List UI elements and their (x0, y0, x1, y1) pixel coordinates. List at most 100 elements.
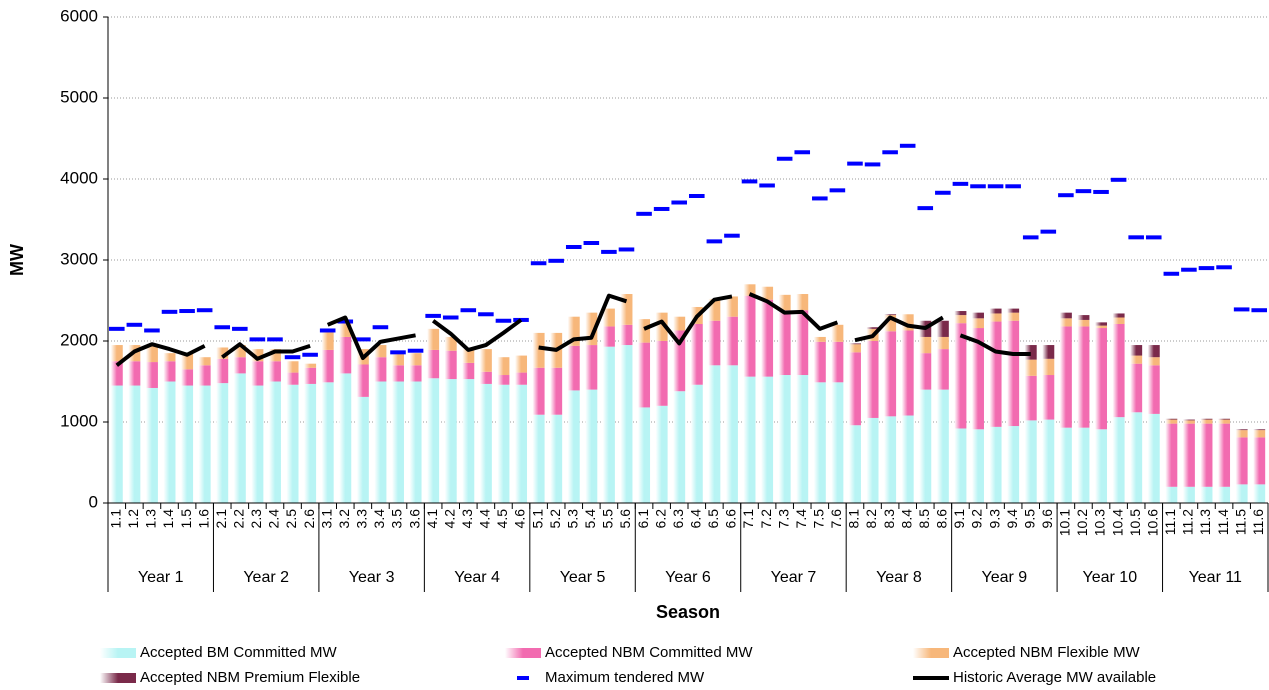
legend-label: Maximum tendered MW (545, 669, 705, 686)
bar-segment (444, 350, 457, 380)
x-tick-label: 5.6 (617, 509, 633, 529)
bar-segment (1218, 419, 1231, 424)
bar-segment (163, 381, 176, 503)
group-label: Year 1 (138, 569, 184, 586)
bar-segment (620, 324, 633, 346)
bar-segment (1095, 322, 1108, 326)
bar-segment (198, 385, 211, 503)
bar-segment (479, 383, 492, 503)
x-tick-label: 8.3 (881, 509, 897, 529)
x-tick-label: 5.1 (529, 509, 545, 529)
bar-segment (1165, 419, 1178, 424)
x-tick-label: 2.6 (301, 509, 317, 529)
bar-segment (866, 341, 879, 418)
bar-segment (1165, 423, 1178, 487)
bar-segment (1200, 423, 1213, 487)
bar-segment (1130, 412, 1143, 503)
group-label: Year 5 (560, 569, 606, 586)
bar-segment (462, 379, 475, 503)
line-segment (959, 333, 1031, 356)
bar-segment (813, 382, 826, 503)
bar-segment (427, 378, 440, 503)
bar-segment (1095, 325, 1108, 329)
bar-segment (1253, 437, 1266, 485)
bar-segment (673, 316, 686, 331)
x-tick-label: 1.3 (143, 509, 159, 529)
bar-segment (1077, 427, 1090, 503)
bar-segment (796, 310, 809, 376)
bar-segment (919, 389, 932, 503)
x-tick-label: 11.6 (1250, 509, 1266, 535)
bar-segment (989, 321, 1002, 427)
bar-segment (145, 362, 158, 388)
bar-segment (989, 426, 1002, 503)
x-tick-label: 1.2 (125, 509, 141, 529)
bar-segment (673, 330, 686, 392)
bar-segment (1218, 423, 1231, 487)
bar-segment (1095, 429, 1108, 503)
x-tick-label: 2.5 (283, 509, 299, 529)
y-tick-label: 3000 (60, 249, 98, 268)
bar-segment (110, 345, 123, 362)
bar-segment (567, 316, 580, 346)
bar-segment (409, 353, 422, 366)
bar-segment (1218, 486, 1231, 503)
x-tick-label: 9.4 (1004, 509, 1020, 529)
bar-segment (1130, 345, 1143, 356)
bar-segment (163, 361, 176, 382)
bar-segment (427, 328, 440, 350)
x-tick-label: 1.5 (178, 509, 194, 529)
bar-segment (1059, 312, 1072, 319)
x-tick-label: 2.1 (213, 509, 229, 529)
bar-segment (1077, 315, 1090, 320)
bar-segment (954, 428, 967, 503)
bar-segment (936, 349, 949, 390)
x-tick-label: 1.1 (107, 509, 123, 529)
bar-segment (919, 353, 932, 390)
bar-segment (392, 365, 404, 382)
bar-segment (321, 349, 334, 383)
x-tick-label: 10.2 (1074, 509, 1090, 536)
legend-label: Accepted BM Committed MW (140, 644, 338, 661)
line-segment (748, 292, 839, 331)
bar-segment (233, 357, 246, 374)
bar-segment (181, 369, 194, 386)
bar-segment (761, 299, 774, 377)
bar-segment (286, 384, 299, 503)
bar-segment (936, 389, 949, 503)
x-tick-label: 6.1 (635, 509, 651, 529)
bar-segment (356, 364, 369, 397)
bar-segment (972, 429, 984, 503)
bar-segment (216, 347, 229, 359)
x-tick-label: 9.5 (1021, 509, 1037, 529)
x-tick-label: 2.3 (248, 509, 264, 529)
bar-segment (532, 414, 545, 503)
y-axis-title: MW (7, 244, 27, 276)
x-tick-label: 4.6 (512, 509, 528, 529)
bar-segment (638, 342, 651, 408)
bar-segment (1024, 359, 1037, 376)
x-tick-label: 2.4 (266, 509, 282, 529)
x-tick-label: 11.5 (1232, 509, 1248, 535)
bar-segment (1042, 358, 1055, 376)
bar-segment (655, 405, 668, 503)
bar-segment (374, 345, 387, 358)
bar-segment (954, 315, 967, 324)
x-tick-label: 4.4 (477, 509, 493, 529)
bar-segment (1112, 317, 1125, 324)
bar-segment (813, 341, 826, 383)
legend-label: Accepted NBM Committed MW (545, 644, 753, 661)
bar-segment (321, 328, 334, 350)
bar-segment (602, 308, 615, 327)
bar-segment (1182, 423, 1195, 487)
bar-segment (1042, 375, 1055, 420)
bar-segment (1147, 357, 1160, 366)
bar-segment (216, 383, 229, 503)
bar-segment (1059, 326, 1072, 428)
bar-segment (1130, 355, 1143, 364)
bar-segment (145, 345, 158, 363)
bar-segment (901, 330, 914, 416)
group-label: Year 3 (349, 569, 395, 586)
bar-segment (954, 311, 967, 316)
bar-segment (884, 314, 897, 316)
